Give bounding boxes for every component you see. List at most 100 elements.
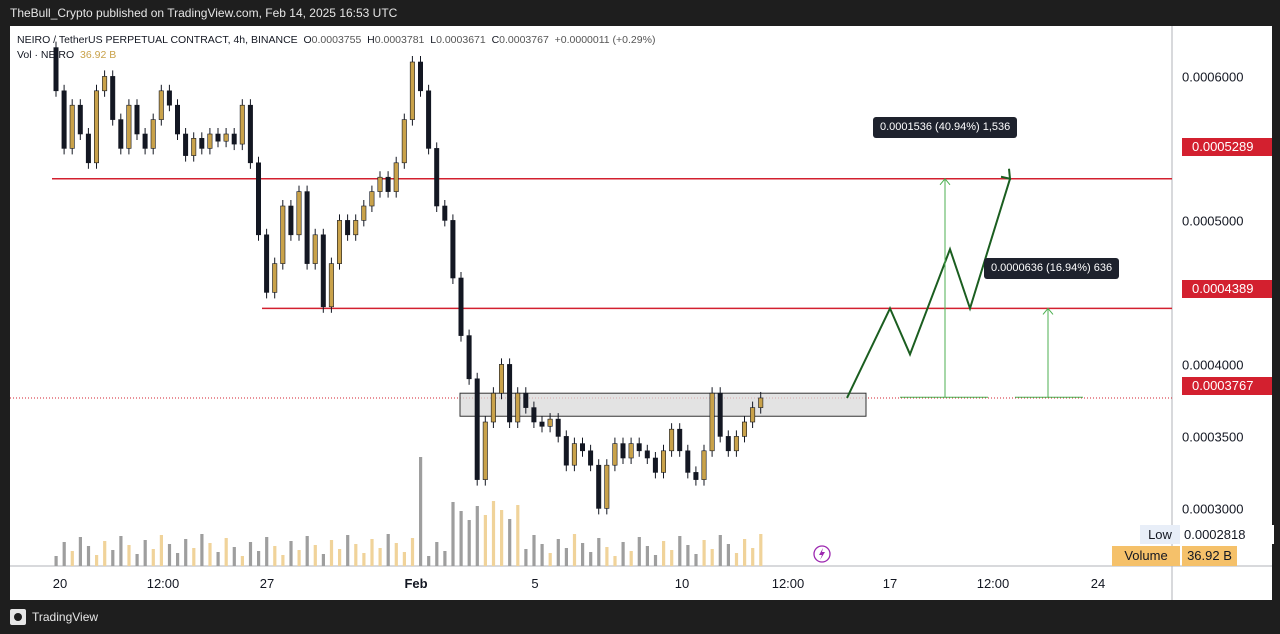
candle-body — [328, 263, 334, 308]
candle-body — [393, 162, 399, 192]
candle-body — [579, 443, 585, 452]
legend-low: 0.0003671 — [436, 34, 486, 46]
candle-body — [717, 392, 723, 437]
measure-label-lower[interactable]: 0.0000636 (16.94%) 636 — [984, 258, 1120, 279]
candle-body — [539, 421, 545, 427]
candle-body — [361, 205, 367, 221]
candle-body — [134, 104, 140, 135]
volume-bar — [200, 534, 204, 566]
volume-bar — [248, 542, 253, 566]
volume-bar — [127, 545, 131, 566]
volume-bar — [702, 540, 706, 566]
candle-body — [725, 436, 731, 452]
candle-body — [507, 364, 513, 423]
volume-bar — [670, 550, 674, 566]
volume-bar — [305, 536, 309, 566]
candle-body — [733, 436, 739, 452]
volume-bar — [54, 556, 58, 566]
volume-bar — [362, 553, 366, 566]
volume-bar — [597, 538, 601, 566]
publisher-bar: TheBull_Crypto published on TradingView.… — [0, 0, 1280, 26]
volume-bar — [572, 534, 577, 566]
candle-body — [620, 443, 626, 459]
volume-bar — [500, 510, 504, 566]
volume-bar — [370, 539, 374, 566]
volume-bar — [86, 546, 91, 566]
volume-bar — [232, 547, 236, 566]
candle-body — [336, 220, 342, 264]
volume-bar — [62, 542, 66, 566]
chart-legend: NEIRO / TetherUS PERPETUAL CONTRACT, 4h,… — [17, 33, 655, 63]
volume-bar — [548, 553, 552, 566]
candle-body — [142, 133, 148, 149]
time-tick-label: 12:00 — [772, 576, 805, 591]
volume-bar — [524, 549, 528, 566]
volume-bar — [265, 537, 269, 566]
measure-arrowhead-lower — [1042, 307, 1054, 315]
volume-bar — [613, 556, 617, 566]
volume-bar — [346, 535, 350, 566]
volume-bar — [694, 554, 698, 566]
time-tick-label: 10 — [675, 576, 689, 591]
candle-body — [110, 76, 116, 120]
volume-bar — [726, 544, 730, 566]
low-label: Low — [1140, 525, 1180, 544]
volume-bar — [491, 501, 496, 566]
publisher-text: TheBull_Crypto published on TradingView.… — [10, 6, 398, 20]
candle-body — [150, 119, 156, 149]
volume-bar — [419, 457, 423, 566]
legend-vol-value: 36.92 B — [80, 49, 117, 61]
candle-body — [231, 133, 237, 145]
volume-bar — [354, 544, 358, 566]
volume-bar — [686, 545, 690, 566]
candle-body — [685, 450, 691, 473]
candle-body — [741, 421, 747, 437]
legend-volume-row: Vol · NEIRO 36.92 B — [17, 48, 655, 63]
volume-bar — [208, 543, 212, 566]
tradingview-logo[interactable]: TradingView — [10, 609, 98, 625]
volume-bar — [710, 549, 714, 566]
candle-body — [474, 378, 480, 480]
volume-bar — [516, 505, 520, 566]
volume-bar — [338, 549, 342, 566]
candle-body — [531, 407, 537, 423]
candle-body — [175, 104, 181, 135]
chart-panel[interactable]: 0.00060000.00055000.00050000.00045000.00… — [10, 26, 1274, 600]
candle-body — [385, 176, 391, 192]
candle-body — [247, 104, 253, 164]
candle-body — [215, 133, 221, 142]
candle-body — [264, 234, 270, 293]
candle-body — [442, 205, 448, 221]
candle-body — [523, 392, 529, 408]
price-chart[interactable]: 0.00060000.00055000.00050000.00045000.00… — [10, 26, 1272, 600]
volume-bar — [653, 555, 658, 566]
measure-label-upper[interactable]: 0.0001536 (40.94%) 1,536 — [873, 117, 1018, 138]
legend-symbol[interactable]: NEIRO / TetherUS PERPETUAL CONTRACT, 4h,… — [17, 34, 298, 46]
candle-body — [239, 104, 245, 145]
candle-body — [660, 450, 666, 473]
volume-bar — [532, 535, 536, 566]
candle-body — [758, 397, 764, 408]
volume-bar — [321, 554, 325, 566]
legend-ohlc-row: NEIRO / TetherUS PERPETUAL CONTRACT, 4h,… — [17, 33, 655, 48]
volume-bar — [394, 543, 398, 566]
volume-bar — [645, 546, 649, 566]
volume-bar — [734, 553, 739, 566]
candle-body — [207, 133, 213, 149]
volume-bar — [257, 551, 261, 566]
volume-bar — [151, 549, 155, 566]
candle-body — [612, 443, 618, 466]
volume-bar — [662, 541, 666, 566]
candle-body — [644, 450, 650, 459]
candle-body — [77, 104, 83, 135]
time-tick-label: 20 — [53, 576, 67, 591]
volume-bar — [329, 540, 334, 566]
support-zone — [459, 392, 867, 417]
price-label-current: 0.0003767 — [1182, 377, 1272, 395]
legend-change: +0.0000011 (+0.29%) — [554, 34, 656, 46]
volume-bar — [435, 542, 439, 566]
candle-body — [280, 205, 286, 264]
candle-body — [588, 450, 594, 466]
legend-vol-label[interactable]: Vol · NEIRO — [17, 49, 75, 61]
time-tick-label: 24 — [1091, 576, 1105, 591]
